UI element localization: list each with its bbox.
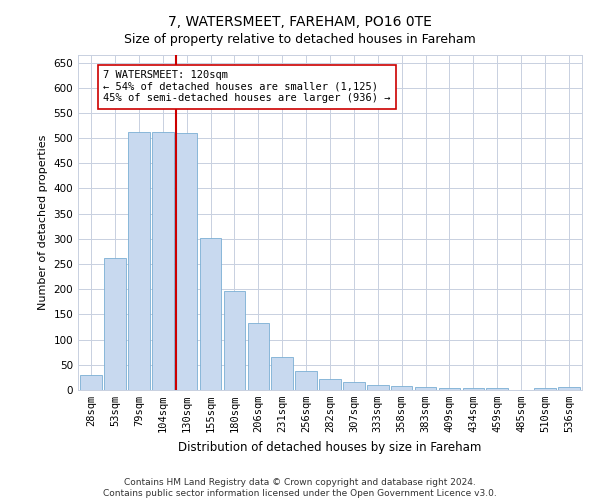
Bar <box>367 385 389 390</box>
Bar <box>439 388 460 390</box>
Bar <box>391 386 412 390</box>
Bar <box>200 238 221 390</box>
Text: 7, WATERSMEET, FAREHAM, PO16 0TE: 7, WATERSMEET, FAREHAM, PO16 0TE <box>168 15 432 29</box>
Bar <box>248 323 269 390</box>
Bar <box>271 358 293 390</box>
Bar <box>415 388 436 390</box>
Bar <box>534 388 556 390</box>
Bar <box>104 258 126 390</box>
Bar <box>487 388 508 390</box>
Bar <box>319 379 341 390</box>
Bar <box>343 382 365 390</box>
Bar <box>152 132 173 390</box>
Text: 7 WATERSMEET: 120sqm
← 54% of detached houses are smaller (1,125)
45% of semi-de: 7 WATERSMEET: 120sqm ← 54% of detached h… <box>103 70 391 103</box>
Text: Size of property relative to detached houses in Fareham: Size of property relative to detached ho… <box>124 32 476 46</box>
Bar <box>558 388 580 390</box>
Text: Contains HM Land Registry data © Crown copyright and database right 2024.
Contai: Contains HM Land Registry data © Crown c… <box>103 478 497 498</box>
Bar <box>80 375 102 390</box>
Bar <box>176 133 197 390</box>
Bar <box>128 132 149 390</box>
Bar <box>295 371 317 390</box>
Y-axis label: Number of detached properties: Number of detached properties <box>38 135 48 310</box>
Bar <box>463 388 484 390</box>
X-axis label: Distribution of detached houses by size in Fareham: Distribution of detached houses by size … <box>178 440 482 454</box>
Bar <box>224 292 245 390</box>
